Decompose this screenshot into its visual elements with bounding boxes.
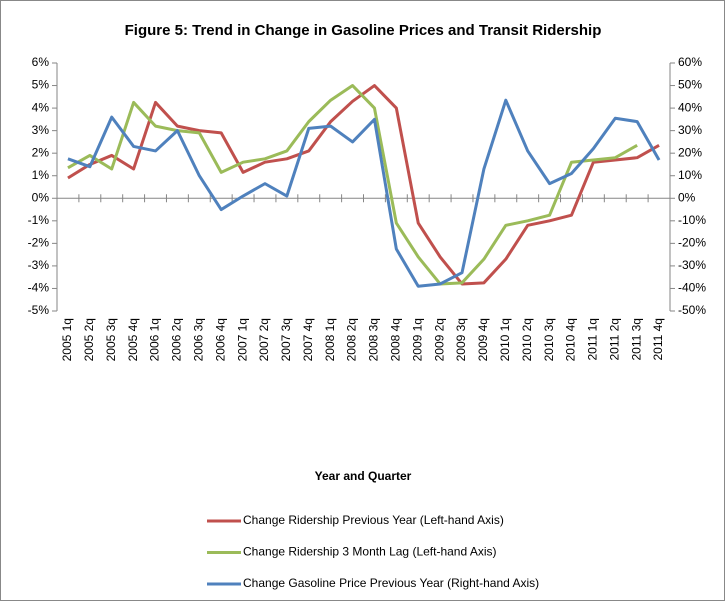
x-tick-label: 2010 4q bbox=[564, 318, 578, 361]
x-tick-label: 2011 2q bbox=[607, 318, 621, 361]
x-tick-label: 2011 1q bbox=[586, 318, 600, 361]
x-tick-label: 2010 2q bbox=[520, 318, 534, 361]
y2-tick-label: -20% bbox=[678, 236, 706, 250]
series-line bbox=[67, 84, 638, 286]
y2-tick-label: -40% bbox=[678, 281, 706, 295]
y-tick-label: 3% bbox=[32, 123, 50, 137]
x-tick-label: 2009 4q bbox=[476, 318, 490, 361]
y-tick-label: 6% bbox=[32, 55, 50, 69]
x-tick-label: 2010 3q bbox=[542, 318, 556, 361]
y2-tick-label: 10% bbox=[678, 168, 702, 182]
x-axis-title: Year and Quarter bbox=[315, 469, 412, 483]
x-tick-label: 2006 3q bbox=[191, 318, 205, 361]
series-line bbox=[67, 84, 660, 286]
y2-tick-label: 20% bbox=[678, 145, 702, 159]
x-tick-label: 2011 3q bbox=[629, 318, 643, 361]
x-tick-label: 2005 2q bbox=[82, 318, 96, 361]
series-line bbox=[67, 98, 661, 288]
y2-tick-label: 0% bbox=[678, 190, 696, 204]
x-tick-label: 2007 3q bbox=[279, 318, 293, 361]
x-tick-label: 2007 1q bbox=[235, 318, 249, 361]
x-tick-label: 2008 3q bbox=[367, 318, 381, 361]
x-tick-label: 2006 4q bbox=[213, 318, 227, 361]
x-tick-label: 2007 4q bbox=[301, 318, 315, 361]
x-tick-label: 2005 4q bbox=[126, 318, 140, 361]
y-tick-label: 5% bbox=[32, 78, 50, 92]
legend-label: Change Gasoline Price Previous Year (Rig… bbox=[243, 576, 539, 590]
y2-tick-label: 40% bbox=[678, 100, 702, 114]
y2-tick-label: 60% bbox=[678, 55, 702, 69]
x-tick-label: 2008 1q bbox=[323, 318, 337, 361]
legend-label: Change Ridership Previous Year (Left-han… bbox=[243, 513, 504, 527]
x-tick-label: 2009 2q bbox=[432, 318, 446, 361]
x-tick-label: 2008 2q bbox=[345, 318, 359, 361]
y-tick-label: -2% bbox=[28, 236, 50, 250]
x-tick-label: 2005 1q bbox=[60, 318, 74, 361]
x-tick-label: 2006 2q bbox=[170, 318, 184, 361]
y-tick-label: -4% bbox=[28, 281, 50, 295]
y-tick-label: 4% bbox=[32, 100, 50, 114]
y2-tick-label: 30% bbox=[678, 123, 702, 137]
y2-tick-label: -50% bbox=[678, 303, 706, 317]
x-tick-label: 2007 2q bbox=[257, 318, 271, 361]
y-tick-label: 1% bbox=[32, 168, 50, 182]
y2-tick-label: -30% bbox=[678, 258, 706, 272]
y-tick-label: -1% bbox=[28, 213, 50, 227]
chart-title: Figure 5: Trend in Change in Gasoline Pr… bbox=[125, 22, 602, 39]
x-tick-label: 2011 4q bbox=[651, 318, 665, 361]
y2-tick-label: -10% bbox=[678, 213, 706, 227]
y-tick-label: 0% bbox=[32, 190, 50, 204]
x-tick-label: 2005 3q bbox=[104, 318, 118, 361]
x-tick-label: 2010 1q bbox=[498, 318, 512, 361]
y-tick-label: -3% bbox=[28, 258, 50, 272]
y2-tick-label: 50% bbox=[678, 78, 702, 92]
x-tick-label: 2008 4q bbox=[389, 318, 403, 361]
x-tick-label: 2009 3q bbox=[454, 318, 468, 361]
x-tick-label: 2006 1q bbox=[148, 318, 162, 361]
y-tick-label: -5% bbox=[28, 303, 50, 317]
x-tick-label: 2009 1q bbox=[410, 318, 424, 361]
legend-label: Change Ridership 3 Month Lag (Left-hand … bbox=[243, 545, 496, 559]
y-tick-label: 2% bbox=[32, 145, 50, 159]
